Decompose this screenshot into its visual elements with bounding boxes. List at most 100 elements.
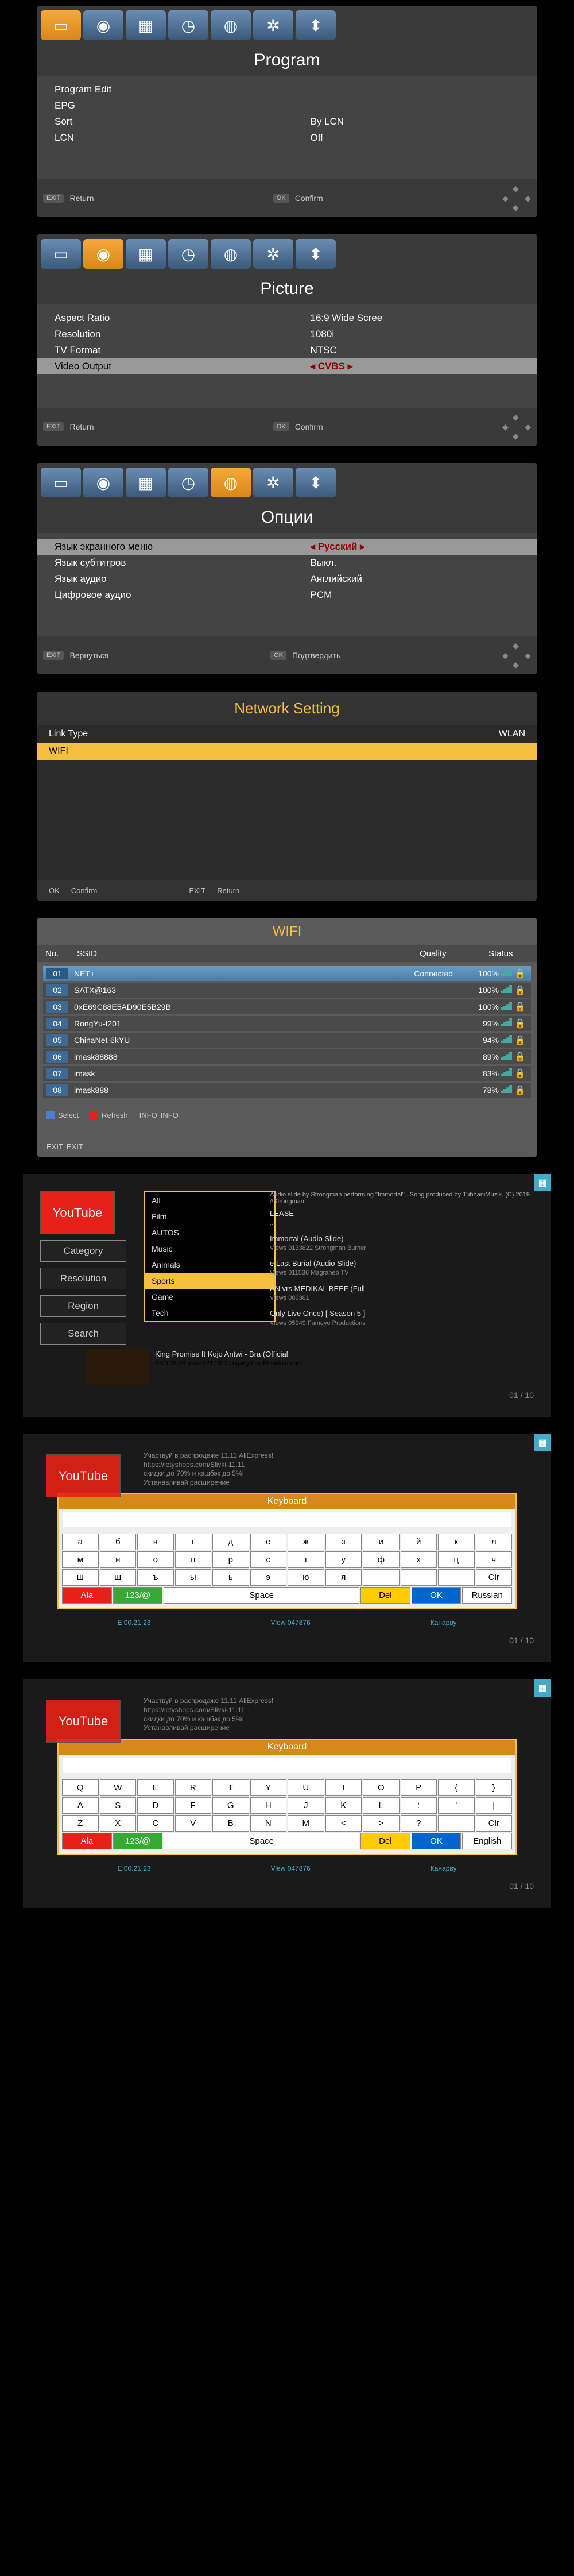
key-space[interactable]: Space	[164, 1833, 359, 1849]
menu-icon-6[interactable]: ⬍	[296, 239, 336, 269]
search-button[interactable]: Search	[40, 1323, 126, 1345]
key-D[interactable]: D	[137, 1797, 174, 1814]
key-э[interactable]: э	[250, 1569, 287, 1586]
key-K[interactable]: K	[325, 1797, 362, 1814]
key-ala[interactable]: Ala	[62, 1587, 112, 1604]
key-ala[interactable]: Ala	[62, 1833, 112, 1849]
key-H[interactable]: H	[250, 1797, 287, 1814]
key-Q[interactable]: Q	[62, 1779, 99, 1796]
menu-icon-4[interactable]: ◍	[211, 239, 251, 269]
key-:[interactable]: :	[401, 1797, 437, 1814]
key-ok[interactable]: OK	[412, 1587, 461, 1604]
key-щ[interactable]: щ	[100, 1569, 137, 1586]
video-item[interactable]: AN vrs MEDIKAL BEEF (FullViews 086381	[270, 1284, 534, 1303]
video-item[interactable]: LEASE...	[270, 1208, 534, 1228]
menu-row[interactable]: Aspect Ratio16:9 Wide Scree	[55, 310, 519, 326]
key->[interactable]: >	[363, 1815, 400, 1832]
key-'[interactable]: '	[438, 1797, 475, 1814]
keyboard-input[interactable]	[63, 1512, 511, 1527]
menu-icon-4[interactable]: ◍	[211, 10, 251, 40]
key-del[interactable]: Del	[360, 1587, 410, 1604]
keyboard-input[interactable]	[63, 1758, 511, 1773]
key-у[interactable]: у	[325, 1551, 362, 1568]
nav-arrows[interactable]	[502, 184, 531, 213]
menu-icon-1[interactable]: ◉	[83, 10, 123, 40]
key-к[interactable]: к	[438, 1534, 475, 1550]
menu-row[interactable]: Цифровое аудиоPCM	[55, 587, 519, 603]
key-Clr[interactable]: Clr	[476, 1569, 513, 1586]
menu-icon-0[interactable]: ▭	[41, 10, 81, 40]
nav-arrows[interactable]	[502, 641, 531, 670]
key-и[interactable]: и	[363, 1534, 400, 1550]
key-B[interactable]: B	[212, 1815, 249, 1832]
category-item[interactable]: Film	[145, 1208, 274, 1225]
key-N[interactable]: N	[250, 1815, 287, 1832]
key-о[interactable]: о	[137, 1551, 174, 1568]
category-item[interactable]: Tech	[145, 1305, 274, 1321]
key-с[interactable]: с	[250, 1551, 287, 1568]
key-ю[interactable]: ю	[288, 1569, 324, 1586]
key-U[interactable]: U	[288, 1779, 324, 1796]
menu-row[interactable]: LCNOff	[55, 130, 519, 146]
menu-row[interactable]: Program Edit	[55, 82, 519, 98]
key-й[interactable]: й	[401, 1534, 437, 1550]
key-russian[interactable]: Russian	[462, 1587, 512, 1604]
key-ь[interactable]: ь	[212, 1569, 249, 1586]
menu-row[interactable]: EPG	[55, 98, 519, 114]
wifi-network-row[interactable]: 04RongYu-f20199% 🔒	[43, 1016, 531, 1031]
link-type-row[interactable]: Link Type WLAN	[37, 725, 537, 743]
key-н[interactable]: н	[100, 1551, 137, 1568]
exit-action[interactable]: EXITEXIT	[46, 1142, 83, 1151]
key-?[interactable]: ?	[401, 1815, 437, 1832]
key-english[interactable]: English	[462, 1833, 512, 1849]
menu-icon-1[interactable]: ◉	[83, 468, 123, 497]
wifi-network-row[interactable]: 05ChinaNet-6kYU94% 🔒	[43, 1033, 531, 1048]
key-ш[interactable]: ш	[62, 1569, 99, 1586]
menu-icon-0[interactable]: ▭	[41, 468, 81, 497]
key-R[interactable]: R	[175, 1779, 212, 1796]
category-item[interactable]: AUTOS	[145, 1225, 274, 1241]
key-з[interactable]: з	[325, 1534, 362, 1550]
wifi-network-row[interactable]: 08imask88878% 🔒	[43, 1083, 531, 1098]
key-г[interactable]: г	[175, 1534, 212, 1550]
key-л[interactable]: л	[476, 1534, 513, 1550]
key-в[interactable]: в	[137, 1534, 174, 1550]
menu-icon-2[interactable]: ▦	[126, 10, 166, 40]
key-C[interactable]: C	[137, 1815, 174, 1832]
key-д[interactable]: д	[212, 1534, 249, 1550]
menu-icon-5[interactable]: ✲	[253, 10, 293, 40]
key-а[interactable]: а	[62, 1534, 99, 1550]
key-}[interactable]: }	[476, 1779, 513, 1796]
key-J[interactable]: J	[288, 1797, 324, 1814]
key-Y[interactable]: Y	[250, 1779, 287, 1796]
info-action[interactable]: INFOINFO	[139, 1111, 179, 1119]
key-ы[interactable]: ы	[175, 1569, 212, 1586]
key-F[interactable]: F	[175, 1797, 212, 1814]
key-O[interactable]: O	[363, 1779, 400, 1796]
region-button[interactable]: Region	[40, 1295, 126, 1317]
key-123/@[interactable]: 123/@	[113, 1833, 163, 1849]
key-X[interactable]: X	[100, 1815, 137, 1832]
key-р[interactable]: р	[212, 1551, 249, 1568]
wifi-network-row[interactable]: 01NET+Connected100% 🔒	[43, 966, 531, 981]
refresh-action[interactable]: Refresh	[90, 1111, 128, 1119]
menu-icon-2[interactable]: ▦	[126, 239, 166, 269]
key-{[interactable]: {	[438, 1779, 475, 1796]
key-blank[interactable]	[401, 1569, 437, 1586]
menu-icon-3[interactable]: ◷	[168, 239, 208, 269]
menu-icon-3[interactable]: ◷	[168, 10, 208, 40]
wifi-network-row[interactable]: 07imask83% 🔒	[43, 1066, 531, 1081]
key-б[interactable]: б	[100, 1534, 137, 1550]
key-blank[interactable]	[438, 1815, 475, 1832]
menu-row[interactable]: Язык экранного меню◂ Русский ▸	[37, 539, 537, 555]
key-space[interactable]: Space	[164, 1587, 359, 1604]
key-ц[interactable]: ц	[438, 1551, 475, 1568]
menu-row[interactable]: TV FormatNTSC	[55, 342, 519, 358]
wifi-row[interactable]: WIFI	[37, 743, 537, 760]
menu-row[interactable]: Video Output◂ CVBS ▸	[37, 358, 537, 374]
wifi-network-row[interactable]: 02SATX@163100% 🔒	[43, 983, 531, 998]
key-A[interactable]: A	[62, 1797, 99, 1814]
key-ж[interactable]: ж	[288, 1534, 324, 1550]
menu-icon-4[interactable]: ◍	[211, 468, 251, 497]
menu-row[interactable]: Resolution1080i	[55, 326, 519, 342]
